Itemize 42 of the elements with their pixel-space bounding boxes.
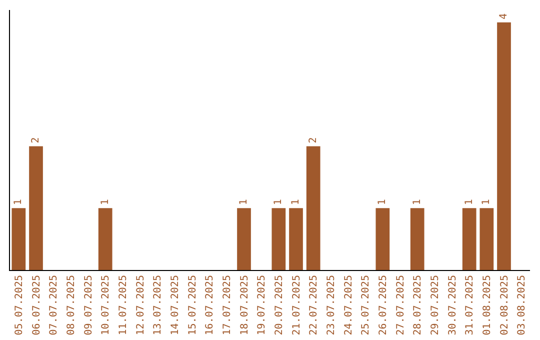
x-tick-label: 30.07.2025 xyxy=(447,275,458,336)
x-tick-label: 05.07.2025 xyxy=(14,275,25,336)
data-label: 1 xyxy=(464,199,475,206)
x-tick-label: 26.07.2025 xyxy=(378,275,389,336)
x-tick-label: 10.07.2025 xyxy=(100,275,112,336)
data-label: 1 xyxy=(377,199,388,206)
x-tick-label: 19.07.2025 xyxy=(256,275,268,336)
x-tick-label: 27.07.2025 xyxy=(395,275,406,336)
data-label: 1 xyxy=(412,199,423,206)
x-tick-label: 21.07.2025 xyxy=(291,275,302,336)
x-tick-label: 02.08.2025 xyxy=(499,275,510,336)
x-tick-label: 03.08.2025 xyxy=(516,275,528,336)
x-tick-label: 24.07.2025 xyxy=(343,275,354,336)
x-tick-label: 07.07.2025 xyxy=(48,275,60,336)
x-tick-label: 23.07.2025 xyxy=(326,275,337,336)
data-label: 1 xyxy=(481,199,492,206)
x-tick-label: 06.07.2025 xyxy=(31,275,42,336)
x-tick-label: 11.07.2025 xyxy=(118,275,129,336)
x-tick-label: 15.07.2025 xyxy=(187,275,198,336)
x-tick-label: 25.07.2025 xyxy=(360,275,372,336)
data-label: 1 xyxy=(290,199,302,206)
x-tick-label: 16.07.2025 xyxy=(204,275,216,336)
x-tick-label: 31.07.2025 xyxy=(464,275,476,336)
x-tick-label: 20.07.2025 xyxy=(274,275,285,336)
data-label: 1 xyxy=(100,199,111,206)
x-tick-label: 13.07.2025 xyxy=(152,275,164,336)
x-tick-label: 09.07.2025 xyxy=(83,275,94,336)
x-tick-label: 28.07.2025 xyxy=(412,275,424,336)
x-tick-label: 17.07.2025 xyxy=(222,275,233,336)
data-label: 2 xyxy=(30,137,42,144)
x-tick-label: 08.07.2025 xyxy=(66,275,77,336)
data-label: 2 xyxy=(308,137,319,144)
data-label: 1 xyxy=(273,199,284,206)
x-tick-label: 22.07.2025 xyxy=(308,275,320,336)
x-tick-label: 18.07.2025 xyxy=(239,275,250,336)
x-tick-label: 12.07.2025 xyxy=(135,275,146,336)
data-label: 4 xyxy=(498,13,510,20)
x-tick-label: 29.07.2025 xyxy=(430,275,441,336)
data-label: 1 xyxy=(13,199,24,206)
x-tick-label: 01.08.2025 xyxy=(482,275,493,336)
x-tick-label: 14.07.2025 xyxy=(170,275,181,336)
data-label: 1 xyxy=(238,199,250,206)
